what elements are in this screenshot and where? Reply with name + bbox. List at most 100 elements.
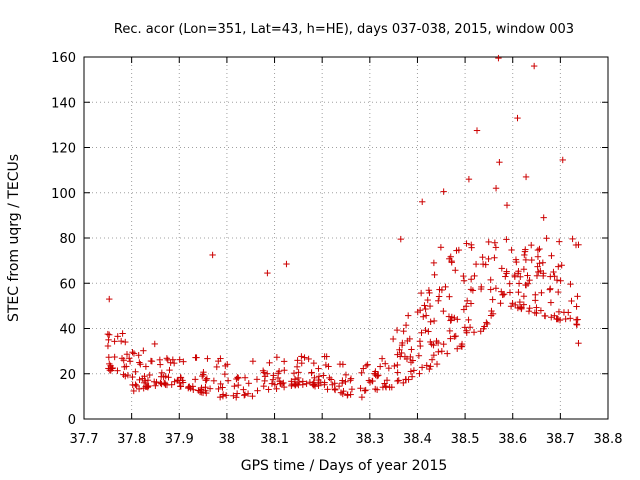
data-point: [321, 353, 328, 360]
data-point: [517, 273, 524, 280]
data-point: [253, 376, 261, 383]
data-point: [508, 246, 515, 254]
data-point: [122, 338, 129, 346]
data-point: [156, 356, 164, 364]
data-point: [294, 374, 302, 382]
data-point: [520, 301, 528, 308]
data-point: [129, 381, 136, 389]
data-point: [460, 306, 468, 313]
data-point: [451, 314, 458, 322]
data-point: [534, 263, 541, 270]
data-point: [230, 392, 237, 399]
data-point: [477, 285, 485, 293]
data-point: [158, 380, 165, 388]
data-point: [528, 256, 535, 264]
data-point: [447, 253, 454, 260]
data-point: [557, 277, 564, 284]
y-tick-label: 80: [59, 232, 76, 247]
data-point: [418, 329, 425, 337]
data-point: [511, 271, 518, 279]
data-point: [492, 285, 500, 292]
data-point: [453, 247, 460, 254]
data-point: [426, 289, 433, 297]
data-point: [466, 324, 474, 331]
data-point: [503, 268, 510, 275]
data-point: [407, 368, 415, 375]
data-point: [473, 127, 481, 134]
data-point: [106, 331, 113, 338]
data-point: [152, 382, 159, 389]
data-point: [558, 262, 565, 269]
data-point: [124, 371, 132, 379]
data-point: [163, 355, 171, 362]
data-point: [142, 363, 150, 370]
data-point: [234, 374, 241, 381]
data-point: [358, 369, 365, 376]
data-point: [463, 297, 471, 305]
data-point: [555, 288, 562, 296]
data-point: [573, 303, 580, 310]
data-point: [515, 280, 523, 287]
data-point: [105, 354, 113, 361]
data-point: [361, 387, 368, 394]
data-point: [521, 251, 528, 259]
data-point: [426, 365, 433, 373]
data-point: [254, 387, 261, 394]
data-point: [166, 366, 173, 374]
data-point: [430, 341, 437, 349]
data-point: [465, 316, 472, 324]
data-point: [260, 369, 268, 376]
data-point: [338, 379, 346, 387]
data-point: [530, 62, 538, 70]
x-tick-label: 38.6: [498, 432, 527, 447]
data-point: [311, 374, 318, 382]
y-tick-label: 40: [59, 323, 76, 338]
data-point: [479, 253, 486, 261]
x-tick-label: 38.2: [308, 432, 337, 447]
data-point: [347, 375, 355, 382]
data-point: [472, 260, 480, 268]
data-point: [189, 383, 196, 390]
data-point: [485, 238, 492, 246]
data-point: [164, 356, 172, 364]
data-point: [106, 360, 113, 368]
data-point: [539, 259, 547, 266]
x-tick-label: 38.8: [594, 432, 623, 447]
data-point: [269, 376, 277, 383]
data-point: [483, 319, 490, 326]
data-point: [322, 361, 330, 369]
data-point: [465, 175, 473, 183]
data-point: [547, 273, 554, 280]
data-point: [534, 253, 542, 260]
data-point: [509, 300, 516, 307]
data-point: [146, 371, 153, 379]
data-point: [224, 361, 231, 368]
x-tick-label: 37.8: [117, 432, 146, 447]
data-point: [442, 283, 449, 291]
data-point: [567, 315, 574, 322]
data-point: [398, 349, 405, 357]
data-point: [324, 386, 331, 393]
data-point: [522, 281, 529, 289]
data-point: [537, 267, 544, 275]
data-point: [491, 254, 498, 261]
data-point: [394, 361, 401, 369]
data-point: [342, 378, 349, 385]
data-point: [551, 312, 558, 319]
data-point: [477, 328, 484, 335]
data-point: [376, 363, 384, 370]
x-tick-label: 38: [219, 432, 236, 447]
data-point: [383, 377, 391, 384]
data-point: [358, 393, 366, 401]
chart-title: Rec. acor (Lon=351, Lat=43, h=HE), days …: [114, 22, 574, 37]
data-point: [467, 276, 475, 283]
data-point: [177, 374, 185, 382]
data-point: [114, 333, 121, 340]
data-point: [176, 356, 183, 363]
data-point: [213, 363, 220, 371]
data-point: [540, 214, 547, 221]
data-point: [209, 251, 216, 259]
x-tick-label: 38.7: [546, 432, 575, 447]
data-point: [206, 385, 214, 392]
data-point: [140, 347, 147, 354]
